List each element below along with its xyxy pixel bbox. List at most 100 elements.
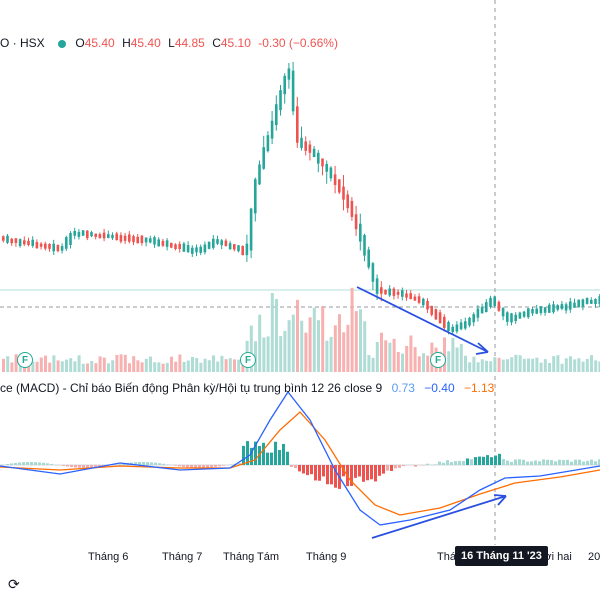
candle-body: [468, 317, 471, 326]
volume-bar: [590, 355, 593, 372]
candle-body: [459, 322, 463, 330]
candle-body: [182, 243, 186, 252]
volume-bar: [270, 293, 274, 372]
volume-bar: [182, 361, 186, 372]
volume-bar: [401, 353, 404, 372]
candle-body: [275, 104, 278, 126]
candle-body: [333, 174, 337, 186]
macd-histogram-bar: [530, 461, 533, 465]
event-flag-icon[interactable]: F: [430, 352, 446, 368]
candle-body: [90, 232, 93, 237]
candle-body: [573, 302, 576, 308]
volume-bar: [338, 314, 341, 372]
volume-bar: [136, 360, 140, 372]
replay-icon[interactable]: ⟳: [8, 576, 20, 592]
volume-bar: [363, 321, 367, 372]
volume-bar: [10, 362, 14, 372]
volume-bar: [317, 320, 320, 372]
volume-bar: [573, 359, 577, 372]
change-value: -0.30 (−0.66%): [258, 36, 338, 50]
macd-histogram-bar: [270, 452, 273, 465]
macd-histogram-bar: [138, 462, 141, 465]
volume-bar: [228, 358, 232, 372]
volume-bar: [569, 356, 572, 372]
macd-histogram-bar: [594, 461, 597, 465]
candle-body: [384, 289, 387, 295]
candle-body: [73, 230, 76, 236]
volume-bar: [178, 354, 182, 372]
volume-bar: [527, 358, 530, 372]
event-flag-icon[interactable]: F: [17, 352, 33, 368]
candle-body: [52, 243, 55, 252]
volume-bar: [522, 358, 526, 372]
candle-body: [535, 308, 538, 314]
volume-bar: [413, 347, 417, 372]
volume-bar: [312, 307, 316, 372]
candle-body: [590, 299, 593, 304]
candle-body: [165, 240, 169, 247]
candle-body: [128, 234, 131, 242]
candle-body: [438, 312, 442, 324]
candle-body: [325, 163, 328, 172]
macd-histogram-bar: [182, 465, 185, 467]
macd-histogram-bar: [66, 465, 69, 467]
macd-histogram-bar: [166, 464, 169, 465]
event-flag-icon[interactable]: F: [240, 352, 256, 368]
market-status-icon: [58, 39, 67, 48]
macd-histogram-bar: [498, 453, 501, 465]
volume-bar: [31, 361, 35, 372]
volume-bar: [216, 361, 220, 372]
volume-bar: [107, 363, 110, 372]
candle-body: [107, 234, 110, 238]
arrow-head-icon: [475, 342, 489, 355]
candle-body: [317, 152, 320, 164]
volume-bar: [556, 355, 560, 372]
candle-body: [506, 312, 509, 322]
candle-body: [296, 106, 299, 143]
macd-histogram-bar: [334, 465, 337, 488]
x-tick-label: Thá: [437, 551, 456, 563]
candle-body: [258, 164, 261, 185]
volume-bar: [476, 362, 480, 372]
macd-signal-value: −1.13: [463, 381, 495, 395]
volume-bar: [56, 360, 60, 372]
candle-body: [560, 304, 564, 309]
macd-histogram-bar: [586, 460, 589, 465]
macd-histogram-bar: [382, 465, 385, 474]
candle-body: [543, 307, 547, 313]
candle-body: [174, 244, 177, 249]
volume-bar: [132, 356, 136, 372]
candle-body: [111, 234, 114, 239]
volume-bar: [140, 362, 144, 372]
candle-body: [98, 234, 102, 239]
volume-bar: [514, 354, 518, 372]
candle-body: [81, 230, 85, 236]
candle-body: [598, 296, 600, 304]
macd-histogram-bar: [266, 452, 269, 465]
volume-bar: [220, 355, 224, 372]
candle-body: [455, 324, 459, 332]
candle-body: [86, 230, 89, 239]
volume-bar: [119, 354, 123, 372]
candle-body: [380, 287, 383, 294]
macd-histogram-bar: [134, 462, 137, 465]
volume-bar: [52, 355, 56, 372]
volume-bar: [287, 320, 291, 372]
candle-body: [144, 237, 148, 243]
candle-body: [14, 238, 18, 243]
macd-histogram-bar: [370, 465, 373, 480]
macd-histogram-bar: [558, 459, 561, 465]
macd-histogram-bar: [446, 460, 449, 465]
candle-body: [363, 234, 366, 256]
volume-bar: [455, 347, 459, 372]
candle-body: [195, 247, 198, 253]
macd-histogram-bar: [238, 463, 241, 465]
candle-body: [203, 244, 207, 253]
candle-body: [304, 141, 307, 151]
macd-histogram-bar: [306, 465, 309, 476]
open-value: 45.40: [84, 36, 115, 50]
volume-bar: [459, 343, 463, 372]
candle-body: [191, 247, 194, 254]
